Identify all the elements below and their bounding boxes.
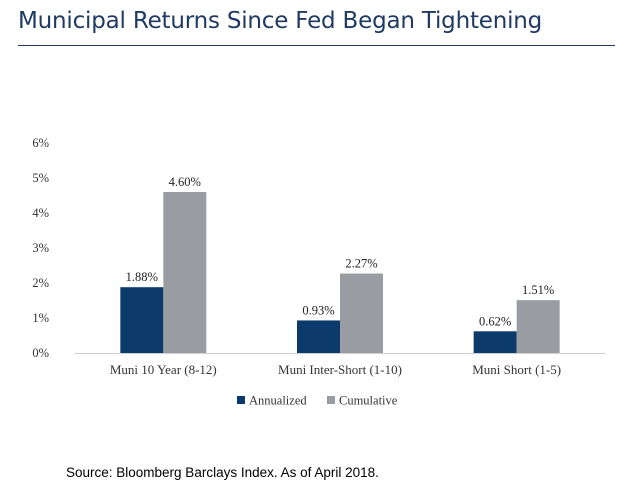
data-label: 2.27% — [345, 257, 377, 271]
y-tick-label: 6% — [32, 136, 49, 150]
bar-annualized-2 — [473, 331, 517, 353]
y-tick-label: 1% — [32, 311, 49, 325]
bar-chart: 0% 1% 2% 3% 4% 5% 6% 1.88% 4.60% 0.93% 2.27% 0.62%… — [32, 136, 605, 408]
bar-cumulative-2 — [516, 300, 560, 353]
legend-swatch-annualized — [237, 396, 245, 404]
y-tick-label: 5% — [32, 171, 49, 185]
y-tick-label: 0% — [32, 346, 49, 360]
x-tick-label: Muni Short (1-5) — [472, 362, 561, 377]
x-axis: Muni 10 Year (8-12) Muni Inter-Short (1-1… — [110, 362, 561, 377]
bars — [120, 192, 560, 353]
x-tick-label: Muni Inter-Short (1-10) — [278, 362, 402, 377]
bar-annualized-1 — [297, 320, 340, 353]
title-divider — [18, 45, 615, 46]
data-labels: 1.88% 4.60% 0.93% 2.27% 0.62% 1.51% — [126, 175, 555, 328]
data-label: 0.93% — [302, 303, 334, 317]
legend: Annualized Cumulative — [237, 394, 398, 408]
legend-label-cumulative: Cumulative — [339, 394, 398, 408]
data-label: 0.62% — [479, 314, 511, 328]
data-label: 1.88% — [126, 270, 158, 284]
x-tick-label: Muni 10 Year (8-12) — [110, 362, 217, 377]
legend-swatch-cumulative — [327, 396, 335, 404]
source-note: Source: Bloomberg Barclays Index. As of … — [66, 465, 379, 480]
bar-annualized-0 — [120, 287, 164, 353]
data-label: 4.60% — [169, 175, 201, 189]
y-tick-label: 3% — [32, 241, 49, 255]
y-tick-label: 4% — [32, 206, 49, 220]
bar-cumulative-0 — [163, 192, 207, 353]
page-title: Municipal Returns Since Fed Began Tighte… — [18, 8, 543, 34]
y-tick-label: 2% — [32, 276, 49, 290]
bar-cumulative-1 — [340, 273, 383, 353]
legend-label-annualized: Annualized — [249, 394, 307, 408]
y-axis: 0% 1% 2% 3% 4% 5% 6% — [32, 136, 49, 360]
data-label: 1.51% — [522, 283, 554, 297]
